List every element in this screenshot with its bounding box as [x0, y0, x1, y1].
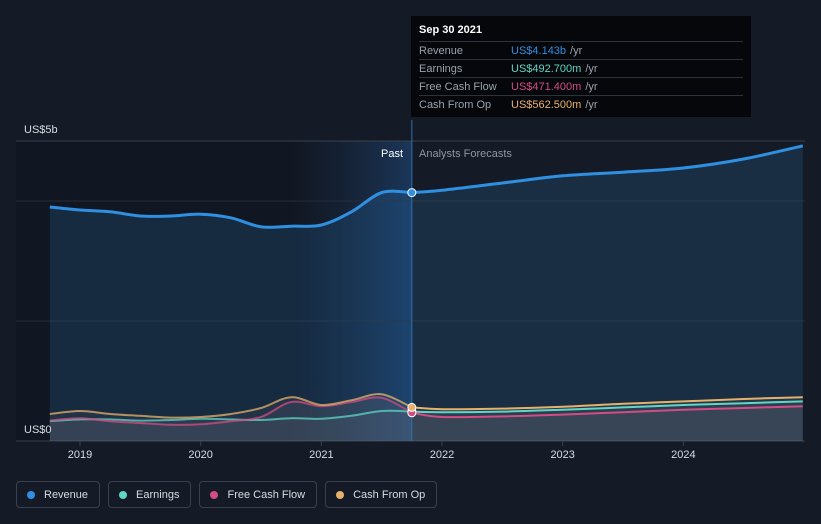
tooltip-unit: /yr [585, 62, 598, 75]
tooltip-date: Sep 30 2021 [419, 24, 482, 36]
legend-item-free-cash-flow[interactable]: Free Cash Flow [199, 481, 318, 508]
legend-item-earnings[interactable]: Earnings [108, 481, 192, 508]
legend-item-revenue[interactable]: Revenue [16, 481, 101, 508]
tooltip-value: US$492.700m [511, 62, 582, 75]
area-cash-from-op [49, 394, 803, 441]
line-revenue-past [49, 189, 412, 229]
forecast-label: Analysts Forecasts [419, 148, 512, 160]
x-tick-label: 2021 [309, 449, 333, 461]
legend: Revenue Earnings Free Cash Flow Cash Fro… [16, 481, 438, 508]
y-tick-label-max: US$5b [24, 124, 58, 136]
line-earnings-past [49, 409, 412, 423]
x-tick-label: 2024 [671, 449, 695, 461]
x-tick-label: 2020 [188, 449, 212, 461]
line-free-cash-flow-past [49, 396, 413, 426]
tooltip-label: Free Cash Flow [419, 80, 497, 93]
marker-revenue [407, 188, 417, 198]
legend-dot-icon [119, 490, 128, 499]
line-earnings-forecast [411, 400, 803, 414]
legend-label: Free Cash Flow [227, 488, 306, 501]
tooltip-label: Cash From Op [419, 98, 492, 111]
area-revenue [49, 145, 803, 442]
tooltip: Sep 30 2021 Revenue US$4.143b /yr Earnin… [411, 16, 751, 117]
x-tick-label: 2022 [430, 449, 454, 461]
tooltip-unit: /yr [585, 80, 598, 93]
area-free-cash-flow [49, 397, 803, 441]
tooltip-label: Revenue [419, 44, 464, 57]
legend-dot-icon [27, 490, 35, 499]
legend-label: Cash From Op [353, 488, 426, 501]
y-tick-label-zero: US$0 [24, 424, 52, 436]
tooltip-row-cash-from-op: Cash From Op US$562.500m /yr [419, 95, 743, 113]
tooltip-row-earnings: Earnings US$492.700m /yr [419, 59, 743, 77]
legend-dot-icon [336, 490, 345, 499]
past-label: Past [381, 148, 403, 160]
x-tick-label: 2023 [550, 449, 574, 461]
tooltip-label: Earnings [419, 62, 463, 75]
line-cash-from-op-past [49, 393, 413, 419]
area-earnings [49, 401, 803, 441]
x-tick-label: 2019 [68, 449, 92, 461]
tooltip-row-revenue: Revenue US$4.143b /yr [419, 41, 743, 59]
legend-label: Earnings [136, 488, 180, 501]
tooltip-unit: /yr [585, 98, 598, 111]
tooltip-row-free-cash-flow: Free Cash Flow US$471.400m /yr [419, 77, 743, 95]
tooltip-value: US$562.500m [511, 98, 582, 111]
tooltip-unit: /yr [570, 44, 583, 57]
marker-cash-from-op [407, 402, 417, 412]
legend-dot-icon [210, 490, 219, 499]
tooltip-value: US$4.143b [511, 44, 567, 57]
line-revenue-forecast [411, 144, 804, 195]
legend-item-cash-from-op[interactable]: Cash From Op [325, 481, 438, 508]
line-free-cash-flow-forecast [411, 405, 803, 419]
line-cash-from-op-forecast [411, 396, 803, 411]
legend-label: Revenue [44, 488, 89, 501]
tooltip-value: US$471.400m [511, 80, 582, 93]
